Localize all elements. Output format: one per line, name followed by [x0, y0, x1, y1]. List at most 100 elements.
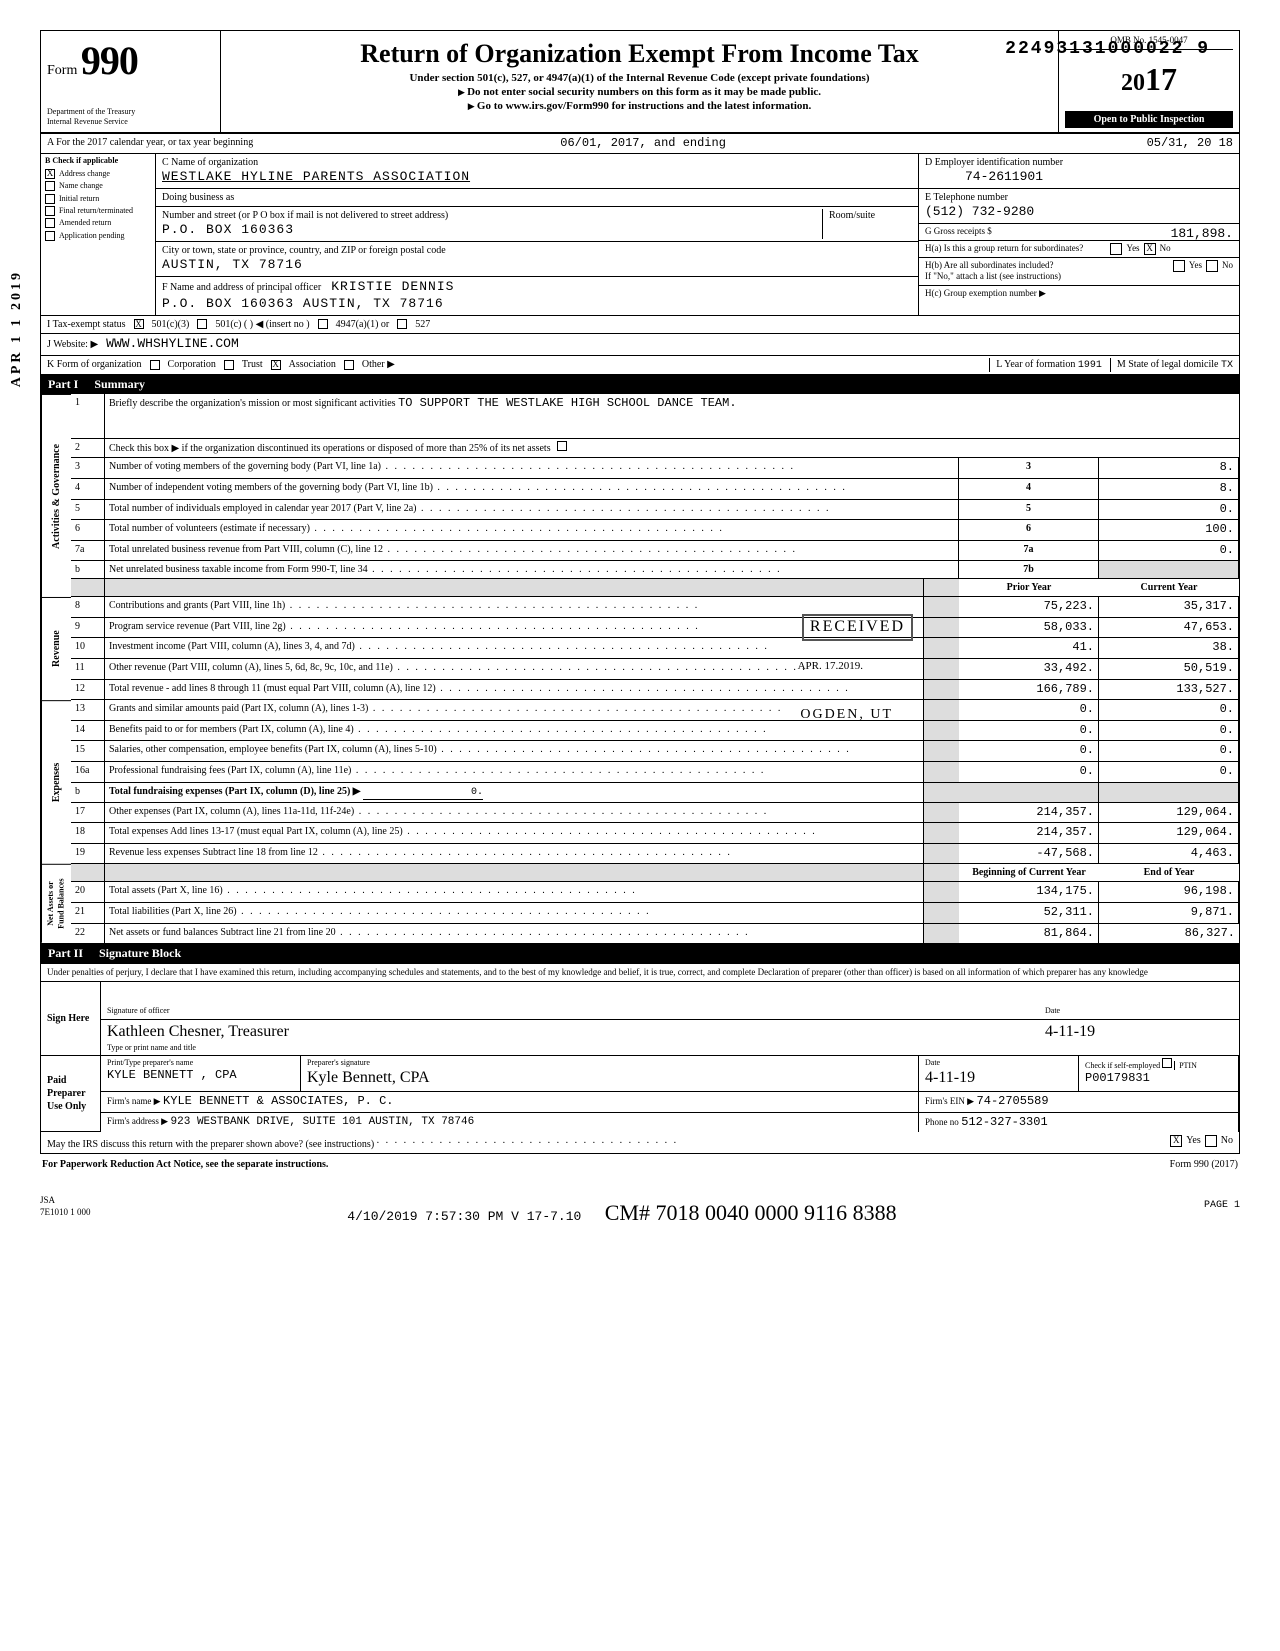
hb-note: If "No," attach a list (see instructions… [925, 271, 1233, 283]
c-name-label: C Name of organization [162, 157, 258, 168]
discuss-yes[interactable]: X [1170, 1135, 1182, 1147]
hb-no-label: No [1222, 260, 1233, 272]
ln13-desc: Grants and similar amounts paid (Part IX… [109, 703, 782, 714]
dba-label: Doing business as [162, 192, 234, 203]
discuss-q: May the IRS discuss this return with the… [47, 1139, 374, 1150]
ln18-p: 214,357. [959, 823, 1099, 844]
room-label: Room/suite [822, 209, 912, 239]
ln11-sh [924, 659, 959, 680]
note-web: Go to www.irs.gov/Form990 for instructio… [231, 99, 1048, 113]
chk-name[interactable] [45, 181, 55, 191]
ha-no[interactable]: X [1144, 243, 1156, 255]
i-527[interactable] [397, 319, 407, 329]
part2-label: Part II [48, 946, 83, 962]
ln19-desc: Revenue less expenses Subtract line 18 f… [109, 847, 732, 858]
hb-label: H(b) Are all subordinates included? [925, 260, 1053, 270]
ln22-sh [924, 924, 959, 944]
net-hdr-blank3 [924, 864, 959, 882]
prep-h3: Date 4-11-19 [919, 1056, 1079, 1092]
ln7a-box: 7a [959, 541, 1099, 562]
ln19-p: -47,568. [959, 844, 1099, 865]
dln-number: 22493131000022 9 [1005, 38, 1210, 61]
cert-mail: CM# 7018 0040 0000 9116 8388 [605, 1200, 897, 1225]
ln16b-sh [924, 783, 959, 803]
ln16a-sh [924, 762, 959, 783]
ha-yes[interactable] [1110, 243, 1122, 255]
footer-line: 4/10/2019 7:57:30 PM V 17-7.10 CM# 7018 … [40, 1199, 1240, 1228]
prep-name: KYLE BENNETT , CPA [107, 1068, 237, 1082]
footer: For Paperwork Reduction Act Notice, see … [40, 1154, 1240, 1175]
vlabel-net: Net Assets orFund Balances [41, 864, 71, 943]
period-start: 06/01, 2017, and ending [259, 136, 1027, 152]
ln18-c: 129,064. [1099, 823, 1239, 844]
i-501c3[interactable]: X [134, 319, 144, 329]
chk-amended[interactable] [45, 218, 55, 228]
col-de: D Employer identification number 74-2611… [919, 154, 1239, 314]
ln-5: 5 [71, 500, 105, 521]
discontinued-chk[interactable] [557, 441, 567, 451]
chk-address[interactable]: X [45, 169, 55, 179]
ln3-desc: Number of voting members of the governin… [109, 461, 795, 472]
mission: TO SUPPORT THE WESTLAKE HIGH SCHOOL DANC… [398, 396, 736, 410]
ln14-sh [924, 721, 959, 742]
ha-label: H(a) Is this a group return for subordin… [925, 243, 1083, 253]
discuss-no[interactable] [1205, 1135, 1217, 1147]
name-label: Type or print name and title [107, 1043, 1033, 1053]
timestamp: 4/10/2019 7:57:30 PM V 17-7.10 [347, 1209, 581, 1224]
firm-phone: 512-327-3301 [961, 1115, 1047, 1129]
gross-receipts: 181,898. [1171, 226, 1233, 243]
street-label: Number and street (or P O box if mail is… [162, 210, 448, 221]
chk-initial[interactable] [45, 194, 55, 204]
ln11-p: 33,492. [959, 659, 1099, 680]
mission-label: Briefly describe the organization's miss… [109, 398, 396, 409]
ln6-box: 6 [959, 520, 1099, 541]
date-label: Date [1045, 1006, 1233, 1016]
m-label: M State of legal domicile [1117, 359, 1219, 370]
ln21: 21 [71, 903, 105, 924]
ln10: 10 [71, 638, 105, 659]
k-other[interactable] [344, 360, 354, 370]
ln19: 19 [71, 844, 105, 865]
ptin: P00179831 [1085, 1071, 1150, 1085]
ln12-sh [924, 680, 959, 701]
ln8-desc: Contributions and grants (Part VIII, lin… [109, 600, 699, 611]
chk-final[interactable] [45, 206, 55, 216]
ln17-p: 214,357. [959, 803, 1099, 824]
col-b: B Check if applicable XAddress change Na… [41, 154, 156, 314]
ln4-val: 8. [1099, 479, 1239, 500]
self-employed-chk[interactable] [1162, 1058, 1172, 1068]
ln15-c: 0. [1099, 741, 1239, 762]
ln11: 11 [71, 659, 105, 680]
ln18: 18 [71, 823, 105, 844]
prep-label: Paid Preparer Use Only [41, 1056, 101, 1132]
firm-label: Firm's name ▶ [107, 1096, 161, 1106]
ln22-c: 86,327. [1099, 924, 1239, 944]
k-trust-label: Trust [242, 358, 263, 371]
hb-yes[interactable] [1173, 260, 1185, 272]
i-4947[interactable] [318, 319, 328, 329]
ln7b-val [1099, 561, 1239, 579]
chk-pending[interactable] [45, 231, 55, 241]
i-501c[interactable] [197, 319, 207, 329]
chk-pending-label: Application pending [59, 231, 125, 241]
officer-signature[interactable] [107, 984, 1033, 1006]
hb-yes-label: Yes [1189, 260, 1202, 272]
street: P.O. BOX 160363 [162, 222, 294, 237]
ln9: 9 [71, 618, 105, 639]
k-trust[interactable] [224, 360, 234, 370]
chk-final-label: Final return/terminated [59, 206, 133, 216]
k-corp[interactable] [150, 360, 160, 370]
k-assoc[interactable]: X [271, 360, 281, 370]
ln7b-desc: Net unrelated business taxable income fr… [109, 564, 782, 575]
ln-2: 2 [71, 439, 105, 458]
page-no: PAGE 1 [1204, 1199, 1240, 1212]
hb-no[interactable] [1206, 260, 1218, 272]
vlabel-expenses: Expenses [41, 700, 71, 864]
ln3-box: 3 [959, 458, 1099, 479]
sig-date-field[interactable] [1045, 984, 1233, 1006]
received-stamp: RECEIVED [802, 614, 913, 641]
ln20-sh [924, 882, 959, 903]
org-name: WESTLAKE HYLINE PARENTS ASSOCIATION [162, 169, 470, 184]
block-bcde: B Check if applicable XAddress change Na… [40, 154, 1240, 315]
ln16b-desc: Total fundraising expenses (Part IX, col… [109, 786, 361, 797]
